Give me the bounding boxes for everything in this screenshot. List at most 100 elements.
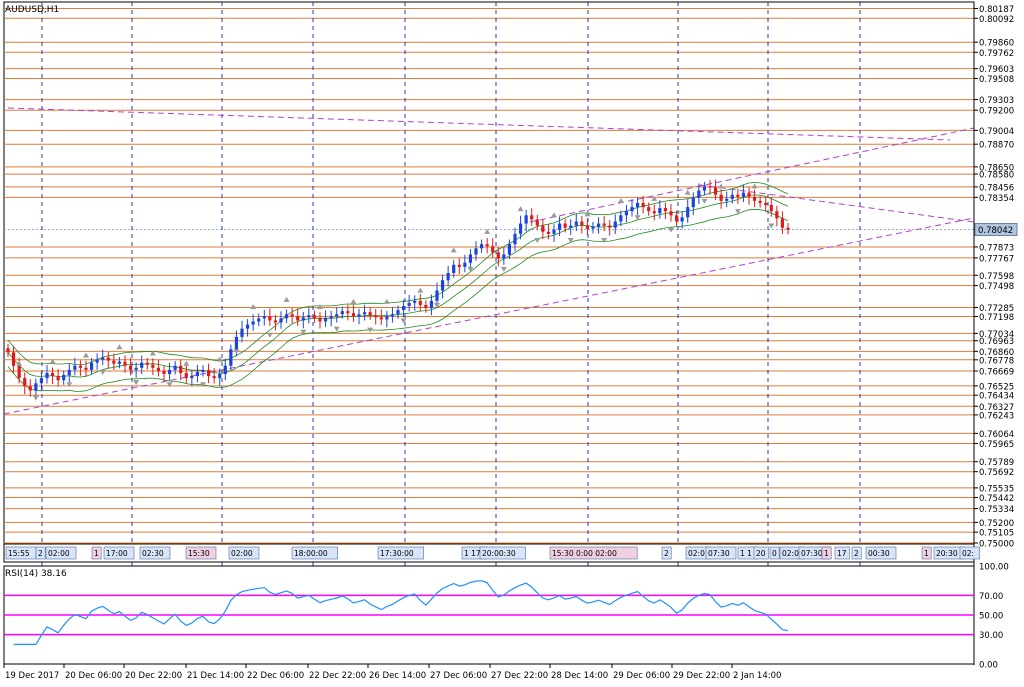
event-marker[interactable]: [769, 546, 780, 560]
event-marker[interactable]: [377, 546, 424, 560]
event-marker[interactable]: [921, 546, 932, 560]
fractal-marker: [517, 206, 524, 212]
candle-body: [474, 248, 478, 255]
candle-body: [496, 252, 500, 259]
fractal-marker: [634, 215, 641, 221]
fractal-marker: [701, 198, 708, 204]
fractal-marker: [484, 228, 491, 234]
candle-body: [507, 244, 512, 255]
candle-body: [513, 233, 517, 245]
price-tick-label: 0.75965: [979, 440, 1014, 450]
fractal-marker: [668, 227, 674, 233]
candle-body: [379, 317, 383, 320]
event-marker[interactable]: [103, 546, 135, 560]
event-marker[interactable]: [91, 546, 102, 560]
event-marker[interactable]: [549, 546, 638, 560]
candle-body: [390, 314, 395, 317]
candle-body: [580, 221, 584, 226]
event-strip[interactable]: 15:55 2 02:00 1 17:00 02:30 15:30 02:00 18:00:00…: [3, 543, 980, 563]
fractal-marker: [383, 298, 390, 304]
fractal-marker: [684, 189, 691, 195]
candle-body: [413, 300, 417, 303]
candle-body: [229, 349, 233, 366]
event-marker[interactable]: [479, 546, 526, 560]
price-tick-label: 0.79603: [979, 65, 1014, 75]
price-tick-label: 0.77198: [979, 313, 1014, 323]
candle-body: [602, 223, 606, 226]
candle-body: [11, 352, 16, 366]
event-marker[interactable]: [851, 546, 862, 560]
event-marker[interactable]: [661, 546, 672, 560]
event-marker[interactable]: [834, 546, 850, 560]
event-marker[interactable]: [45, 546, 77, 560]
event-label: 02:: [962, 549, 974, 558]
time-tick-label: 28 Dec 14:00: [551, 671, 608, 681]
candle-body: [752, 196, 757, 201]
event-marker[interactable]: [753, 546, 769, 560]
candle-body: [764, 202, 768, 206]
event-marker[interactable]: [821, 546, 832, 560]
fractal-marker: [500, 266, 507, 272]
candle-body: [546, 231, 551, 234]
fractal-marker: [99, 369, 106, 375]
rsi-tick-label: 100.00: [979, 563, 1009, 573]
candle-body: [257, 318, 261, 322]
trendline-channel-lower[interactable]: [699, 184, 975, 223]
time-tick-label: 27 Dec 22:00: [491, 671, 548, 681]
price-tick-label: 0.76525: [979, 382, 1014, 392]
candle-body: [725, 198, 729, 201]
price-tick-label: 0.75200: [979, 519, 1014, 529]
trendlines[interactable]: [3, 107, 975, 415]
candle-body: [485, 244, 489, 247]
event-marker[interactable]: [35, 546, 46, 560]
rsi-pane[interactable]: 100.00 70.00 50.00 30.00 0.00: [3, 563, 1009, 671]
event-marker[interactable]: [139, 546, 171, 560]
event-marker[interactable]: [959, 546, 980, 560]
price-tick-label: 0.78354: [979, 194, 1014, 204]
trendline-support[interactable]: [3, 217, 975, 415]
candle-body: [502, 254, 506, 259]
fractal-marker: [367, 327, 374, 333]
fractal-marker: [83, 352, 89, 358]
candle-body: [312, 315, 317, 319]
event-marker[interactable]: [228, 546, 260, 560]
candle-body: [206, 369, 211, 377]
time-tick-label: 22 Dec 06:00: [247, 671, 304, 681]
candle-body: [134, 367, 138, 370]
candle-body: [123, 361, 127, 366]
candle-body: [619, 215, 623, 222]
price-tick-label: 0.76327: [979, 403, 1014, 413]
price-tick-label: 0.79200: [979, 107, 1014, 117]
price-tick-label: 0.78580: [979, 171, 1014, 181]
event-label: 15:30: [188, 549, 210, 558]
candle-body: [173, 365, 177, 370]
candle-body: [156, 367, 161, 371]
candle-body: [446, 273, 450, 281]
candle-body: [268, 316, 272, 321]
horizontal-levels[interactable]: [4, 7, 974, 544]
rsi-tick-label: 50.00: [979, 612, 1003, 622]
event-marker[interactable]: [705, 546, 737, 560]
fractal-marker: [417, 287, 424, 293]
event-marker[interactable]: [865, 546, 897, 560]
price-tick-label: 0.75000: [979, 540, 1014, 550]
candle-body: [145, 362, 149, 365]
rsi-tick-label: 30.00: [979, 631, 1003, 641]
event-marker[interactable]: [291, 546, 338, 560]
event-marker[interactable]: [185, 546, 217, 560]
price-tick-label: 0.75789: [979, 458, 1014, 468]
candle-body: [50, 372, 55, 377]
rsi-line: [13, 580, 789, 645]
trendline-channel-upper[interactable]: [529, 127, 975, 223]
event-label: 17: [837, 549, 847, 558]
trendline-resistance-long[interactable]: [7, 107, 951, 141]
fractal-marker: [584, 211, 591, 217]
candle-body: [530, 215, 534, 220]
price-pane[interactable]: [3, 1, 975, 544]
candle-body: [273, 320, 278, 323]
candle-body: [201, 369, 205, 372]
candle-body: [557, 223, 562, 230]
candle-body: [457, 264, 461, 267]
